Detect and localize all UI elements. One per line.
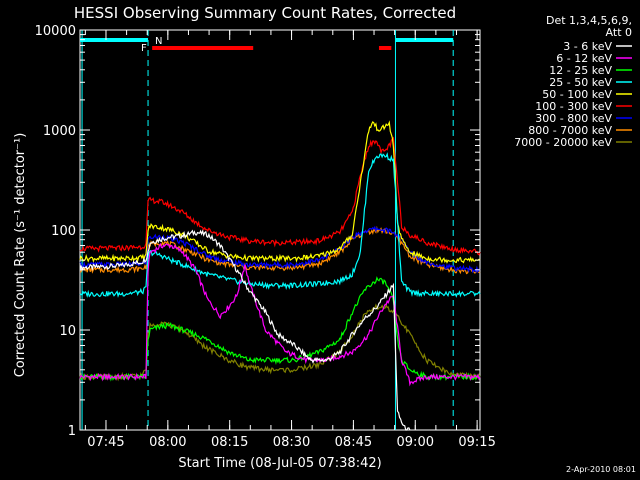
flare-flag-label: F <box>141 43 147 54</box>
legend-label-3: 25 - 50 keV <box>549 76 612 89</box>
x-tick-label-5: 09:00 <box>397 435 434 450</box>
legend-label-1: 6 - 12 keV <box>556 52 612 65</box>
series-line-3 <box>79 152 481 298</box>
series-line-0 <box>79 229 411 431</box>
y-tick-label-4: 10000 <box>35 24 76 39</box>
x-tick-label-4: 08:45 <box>335 435 372 450</box>
x-tick-label-6: 09:15 <box>458 435 495 450</box>
series-line-5 <box>79 136 481 256</box>
x-tick-label-0: 07:45 <box>87 435 124 450</box>
legend-label-0: 3 - 6 keV <box>563 40 612 53</box>
series-line-7 <box>79 225 481 275</box>
legend-label-5: 100 - 300 keV <box>535 100 612 113</box>
x-tick-label-1: 08:00 <box>149 435 186 450</box>
series-line-8 <box>79 303 481 382</box>
y-tick-label-2: 100 <box>51 224 76 239</box>
x-axis-label: Start Time (08-Jul-05 07:38:42) <box>178 456 381 471</box>
y-tick-label-1: 10 <box>59 324 76 339</box>
y-tick-label-3: 1000 <box>43 124 76 139</box>
observing-bars <box>80 38 454 50</box>
plot-frame <box>79 29 481 431</box>
legend-header-1: Att 0 <box>606 26 632 39</box>
series-group <box>79 120 481 431</box>
legend-label-4: 50 - 100 keV <box>542 88 612 101</box>
chart-title: HESSI Observing Summary Count Rates, Cor… <box>74 4 456 22</box>
legend-label-7: 800 - 7000 keV <box>528 124 612 137</box>
footer-date: 2-Apr-2010 08:01 <box>566 465 636 474</box>
legend-label-2: 12 - 25 keV <box>549 64 612 77</box>
x-tick-label-2: 08:15 <box>211 435 248 450</box>
legend-label-6: 300 - 800 keV <box>535 112 612 125</box>
vertical-markers <box>81 30 454 430</box>
x-tick-label-3: 08:30 <box>273 435 310 450</box>
series-line-6 <box>79 225 481 274</box>
night-flag-label: N <box>155 36 162 47</box>
series-line-1 <box>79 242 481 387</box>
y-tick-label-0: 1 <box>68 424 76 439</box>
axis-ticks: 1 10 100 1000 10000 07:45 08:00 08:15 08:30 08:45… <box>35 24 496 450</box>
legend-header-0: Det 1,3,4,5,6,9, <box>546 14 632 27</box>
series-line-4 <box>79 120 481 264</box>
y-axis-label: Corrected Count Rate (s⁻¹ detector⁻¹) <box>13 133 28 378</box>
legend-label-8: 7000 - 20000 keV <box>514 136 612 149</box>
